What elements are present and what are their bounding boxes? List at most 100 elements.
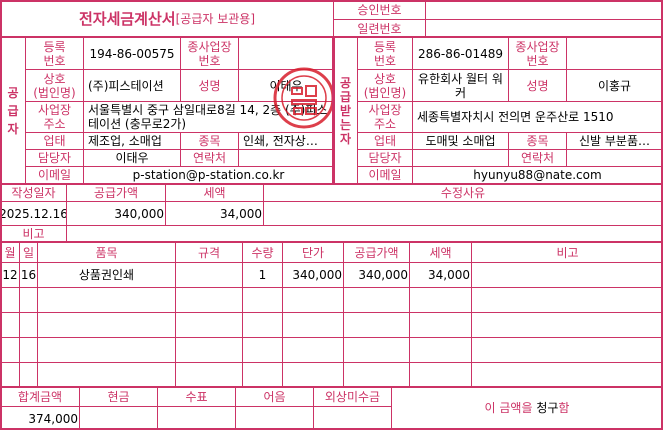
items-header-product: 품목 [37,242,176,263]
buyer-subbiz [566,37,663,70]
supplier-subbiz-label: 종사업장 번호 [180,37,239,70]
item-cell-product [37,312,176,338]
item-cell-supply: 340,000 [343,262,410,288]
char: 자 [7,121,19,136]
item-cell-unit-price [282,312,344,338]
supplier-manager-label: 담당자 [25,149,84,167]
item-cell-product [37,287,176,313]
footer-header-cash: 현금 [79,386,158,407]
footer-header-credit: 외상미수금 [313,386,392,407]
item-cell-day: 16 [19,262,38,288]
supplier-reg-no: 194-86-00575 [83,37,181,70]
items-header-day: 일 [19,242,38,263]
buyer-manager [412,149,509,167]
item-cell-spec [175,312,243,338]
item-cell-tax: 34,000 [409,262,472,288]
item-cell-qty: 1 [242,262,283,288]
company-seal-stamp [273,67,335,129]
item-cell-supply [343,362,410,388]
serial-value [425,19,663,38]
item-cell-supply [343,287,410,313]
item-cell-tax [409,362,472,388]
supplier-email: p-station@p-station.co.kr [83,166,334,184]
char: 공 [339,75,352,90]
buyer-company: 유한회사 월터 워커 [412,69,509,102]
subtitle-text: [공급자 보관용] [175,12,256,26]
date-value: 2025.12.16 [0,201,67,226]
buyer-item-label: 종목 [508,132,567,150]
item-cell-product [37,362,176,388]
item-cell-note [471,262,663,288]
reason-value [263,201,663,226]
items-header-qty: 수량 [242,242,283,263]
supply-value: 340,000 [66,201,166,226]
item-cell-unit-price [282,287,344,313]
item-cell-day [19,312,38,338]
supplier-address-label: 사업장 주소 [25,101,84,133]
items-header-supply: 공급가액 [343,242,410,263]
supplier-contact-label: 연락처 [180,149,239,167]
supplier-reg-label: 등록 번호 [25,37,84,70]
item-cell-tax [409,287,472,313]
supplier-name-label: 성명 [180,69,239,102]
claim-suffix: 함 [558,401,570,415]
buyer-email: hyunyu88@nate.com [412,166,663,184]
char: 급 [339,89,352,104]
buyer-address-label: 사업장 주소 [357,101,413,133]
item-cell-tax [409,337,472,363]
approval-label: 승인번호 [333,0,426,20]
buyer-address: 세종특별자치시 전의면 운주산로 1510 [412,101,663,133]
item-cell-supply [343,337,410,363]
footer-value-note-bill [235,406,314,430]
items-header-tax: 세액 [409,242,472,263]
supplier-biztype: 제조업, 소매업 [83,132,181,150]
item-cell-day [19,287,38,313]
footer-header-total: 합계금액 [0,386,80,407]
char: 급 [7,103,19,118]
invoice-title: 전자세금계산서 [공급자 보관용] [0,0,334,38]
item-cell-month: 12 [0,262,20,288]
items-header-unit-price: 단가 [282,242,344,263]
item-cell-unit-price [282,337,344,363]
item-cell-product [37,337,176,363]
buyer-manager-label: 담당자 [357,149,413,167]
buyer-subbiz-label: 종사업장 번호 [508,37,567,70]
item-cell-product: 상품권인쇄 [37,262,176,288]
claim-text: 이 금액을 청구 함 [391,386,663,430]
items-header-note: 비고 [471,242,663,263]
buyer-contact [566,149,663,167]
items-header-month: 월 [0,242,20,263]
supplier-email-label: 이메일 [25,166,84,184]
supplier-company: (주)피스테이션 [83,69,181,102]
footer-header-check: 수표 [157,386,236,407]
buyer-reg-no: 286-86-01489 [412,37,509,70]
serial-label: 일련번호 [333,19,426,38]
claim-mode: 청구 [536,401,559,415]
supplier-biztype-label: 업태 [25,132,84,150]
claim-prefix: 이 금액을 [484,401,537,415]
item-cell-spec [175,337,243,363]
item-cell-month [0,337,20,363]
footer-value-total: 374,000 [0,406,80,430]
supplier-item-label: 종목 [180,132,239,150]
buyer-item: 신발 부분품… [566,132,663,150]
reason-label: 수정사유 [263,183,663,202]
item-cell-note [471,337,663,363]
supply-label: 공급가액 [66,183,166,202]
buyer-email-label: 이메일 [357,166,413,184]
item-cell-day [19,362,38,388]
footer-value-credit [313,406,392,430]
buyer-reg-label: 등록 번호 [357,37,413,70]
footer-value-check [157,406,236,430]
note-value [66,225,663,243]
tax-value: 34,000 [165,201,264,226]
item-cell-note [471,287,663,313]
item-cell-note [471,312,663,338]
char: 받 [339,103,352,118]
item-cell-spec [175,287,243,313]
tax-label: 세액 [165,183,264,202]
item-cell-qty [242,337,283,363]
item-cell-qty [242,362,283,388]
char: 자 [339,131,352,146]
